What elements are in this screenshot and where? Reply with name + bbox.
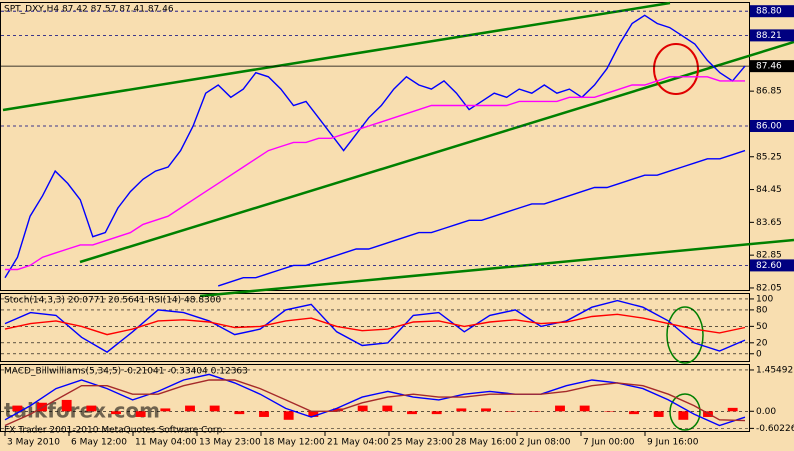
histogram-bar [111,411,121,415]
x-tick-label: 28 May 16:00 [455,438,517,448]
histogram-bar [653,411,664,417]
trend-line [79,40,794,264]
macd-panel [0,364,750,432]
price-title: SPT_DXY,H4 87.42 87.57 87.41 87.46 [4,5,174,15]
histogram-bar [357,405,368,412]
histogram-bar [382,405,393,412]
y-tick-label: 0.00 [756,407,776,417]
level-box [750,5,794,18]
last-price-label: 87.46 [756,62,782,72]
x-tick-label: 21 May 04:00 [327,438,389,448]
highlight-circle [653,43,699,95]
watermark-site: taikforex.com [4,399,160,423]
x-tick-label: 13 May 23:00 [199,438,261,448]
x-tick-label: 6 May 12:00 [71,438,127,448]
y-tick-label: -0.60226 [756,424,794,434]
series-line [4,313,746,336]
histogram-bar [407,411,417,415]
level-box [750,120,794,132]
level-box [750,259,794,272]
highlight-circle [666,306,704,364]
macd-title: MACD_Billwilliams(5,34,5) -0.21041 -0.33… [4,367,248,377]
x-tick-label: 25 May 23:00 [391,438,453,448]
trend-line [2,1,671,112]
stoch-title: Stoch(14,3,3) 20.0771 20.5641 RSI(14) 48… [4,296,222,306]
x-tick-label: 7 Jun 00:00 [583,438,635,448]
y-tick-label: 85.25 [756,152,782,162]
histogram-bar [555,405,565,412]
histogram-bar [431,411,442,415]
histogram-bar [481,408,491,412]
histogram-bar [456,408,467,412]
y-tick-label: 82.85 [756,251,782,261]
x-tick-label: 3 May 2010 [7,438,60,448]
x-tick-label: 2 Jun 08:00 [519,438,571,448]
y-tick-label: 86.85 [756,87,782,97]
histogram-bar [283,411,294,420]
level-label: 88.80 [756,7,782,17]
histogram-bar [12,405,23,412]
watermark-copyright: FX Trader 2001-2010 MetaQuotes Software … [4,426,225,436]
histogram-bar [530,411,541,412]
histogram-bar [579,405,590,412]
level-label: 86.00 [756,122,782,132]
level-box [750,29,794,42]
histogram-bar [259,411,269,417]
histogram-bar [333,408,343,412]
histogram-bar [234,411,245,415]
y-tick-label: 84.45 [756,185,782,195]
histogram-bar [160,408,171,412]
histogram-bar [604,411,615,412]
series-line [4,379,746,427]
y-tick-label: 1.45492 [756,365,793,375]
histogram-bar [209,405,220,412]
y-tick-label: 80 [756,305,768,315]
y-tick-label: 0 [756,349,762,359]
histogram-bar [61,399,72,412]
y-tick-label: 20 [756,338,768,348]
histogram-bar [678,411,689,420]
x-tick-label: 11 May 04:00 [135,438,197,448]
histogram-bar [629,411,639,415]
x-tick-label: 18 May 12:00 [263,438,325,448]
level-label: 88.21 [756,31,782,41]
highlight-circle [669,393,701,431]
histogram-bar [727,407,738,412]
histogram-bar [185,405,195,412]
last-price-box [750,60,794,73]
series-line [5,76,745,271]
trend-lines [2,1,794,298]
y-tick-label: 100 [756,294,773,304]
histogram-bar [86,405,97,412]
x-tick-label: 9 Jun 16:00 [647,438,699,448]
histogram-bar [505,411,516,412]
y-tick-label: 83.65 [756,218,782,228]
histogram-bar [308,411,319,417]
trend-line [199,238,794,298]
series-line [4,299,746,353]
y-tick-label: 50 [756,322,768,332]
histogram-bar [135,411,146,417]
level-label: 82.60 [756,261,782,271]
price-panel [0,2,750,291]
series-line [217,149,746,287]
stoch-panel [0,293,750,362]
series-line [4,14,746,279]
y-tick-label: 82.05 [756,283,782,293]
